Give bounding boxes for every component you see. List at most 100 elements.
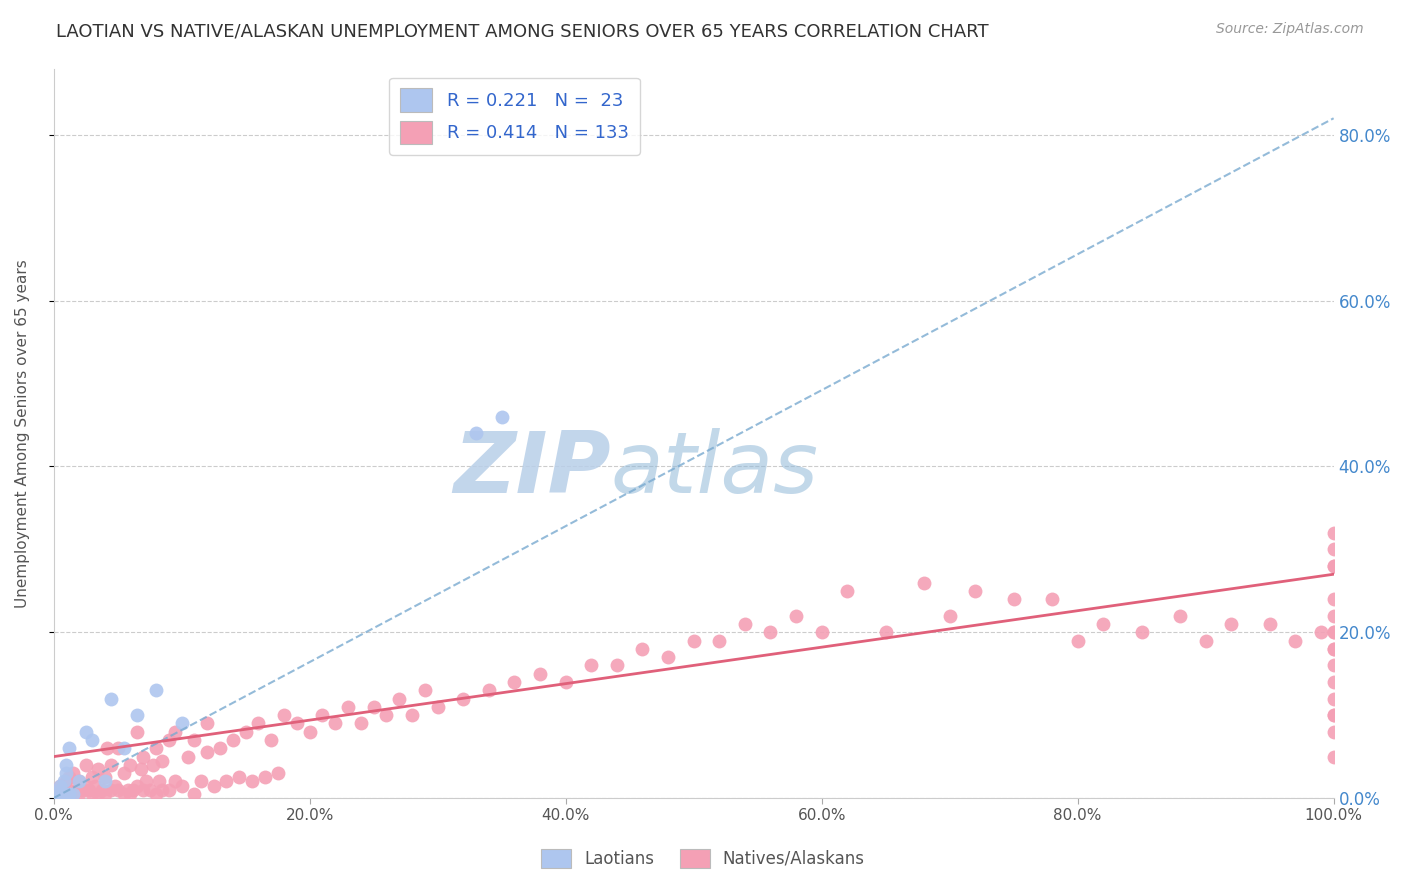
Point	[55, 774, 77, 789]
Point	[1040, 592, 1063, 607]
Point	[375, 708, 398, 723]
Point	[413, 683, 436, 698]
Point	[606, 658, 628, 673]
Point	[49, 787, 72, 801]
Point	[709, 633, 731, 648]
Point	[810, 625, 832, 640]
Point	[337, 699, 360, 714]
Point	[1309, 625, 1331, 640]
Point	[79, 782, 101, 797]
Point	[240, 774, 263, 789]
Point	[157, 782, 180, 797]
Point	[165, 774, 187, 789]
Point	[222, 733, 245, 747]
Point	[177, 749, 200, 764]
Point	[363, 699, 385, 714]
Point	[235, 724, 257, 739]
Point	[451, 691, 474, 706]
Point	[388, 691, 411, 706]
Point	[912, 575, 935, 590]
Point	[80, 733, 103, 747]
Point	[112, 787, 135, 801]
Point	[145, 741, 167, 756]
Point	[55, 787, 77, 801]
Point	[80, 770, 103, 784]
Point	[148, 774, 170, 789]
Point	[107, 741, 129, 756]
Point	[1194, 633, 1216, 648]
Point	[145, 683, 167, 698]
Point	[247, 716, 270, 731]
Point	[55, 766, 77, 780]
Point	[87, 762, 110, 776]
Point	[100, 758, 122, 772]
Point	[165, 724, 187, 739]
Point	[62, 787, 84, 801]
Y-axis label: Unemployment Among Seniors over 65 years: Unemployment Among Seniors over 65 years	[15, 259, 30, 607]
Point	[1168, 608, 1191, 623]
Point	[152, 782, 174, 797]
Legend: R = 0.221   N =  23, R = 0.414   N = 133: R = 0.221 N = 23, R = 0.414 N = 133	[389, 78, 640, 154]
Point	[837, 583, 859, 598]
Point	[465, 426, 488, 441]
Point	[1323, 608, 1346, 623]
Point	[125, 779, 148, 793]
Point	[1323, 641, 1346, 656]
Point	[67, 774, 90, 789]
Point	[83, 779, 105, 793]
Point	[62, 766, 84, 780]
Point	[273, 708, 295, 723]
Text: Source: ZipAtlas.com: Source: ZipAtlas.com	[1216, 22, 1364, 37]
Point	[49, 779, 72, 793]
Point	[80, 787, 103, 801]
Point	[58, 782, 80, 797]
Point	[49, 782, 72, 797]
Point	[58, 770, 80, 784]
Point	[58, 741, 80, 756]
Point	[67, 774, 90, 789]
Point	[875, 625, 897, 640]
Point	[135, 774, 157, 789]
Point	[94, 774, 117, 789]
Point	[1323, 675, 1346, 690]
Point	[260, 733, 283, 747]
Point	[1323, 558, 1346, 573]
Point	[1323, 708, 1346, 723]
Point	[426, 699, 449, 714]
Point	[94, 787, 117, 801]
Point	[215, 774, 238, 789]
Point	[734, 617, 756, 632]
Point	[1066, 633, 1088, 648]
Point	[52, 774, 75, 789]
Text: ZIP: ZIP	[453, 428, 610, 511]
Point	[965, 583, 987, 598]
Point	[52, 787, 75, 801]
Point	[183, 787, 205, 801]
Point	[350, 716, 373, 731]
Point	[104, 779, 127, 793]
Point	[1323, 525, 1346, 540]
Point	[120, 758, 142, 772]
Point	[152, 754, 174, 768]
Point	[132, 782, 155, 797]
Point	[183, 733, 205, 747]
Point	[1220, 617, 1243, 632]
Point	[1323, 691, 1346, 706]
Legend: Laotians, Natives/Alaskans: Laotians, Natives/Alaskans	[534, 842, 872, 875]
Point	[682, 633, 704, 648]
Point	[1323, 724, 1346, 739]
Point	[100, 782, 122, 797]
Point	[75, 779, 97, 793]
Point	[75, 758, 97, 772]
Point	[657, 650, 679, 665]
Point	[195, 716, 218, 731]
Point	[112, 766, 135, 780]
Point	[87, 787, 110, 801]
Point	[125, 708, 148, 723]
Point	[170, 716, 193, 731]
Point	[1002, 592, 1025, 607]
Point	[94, 770, 117, 784]
Point	[401, 708, 423, 723]
Point	[55, 758, 77, 772]
Point	[170, 779, 193, 793]
